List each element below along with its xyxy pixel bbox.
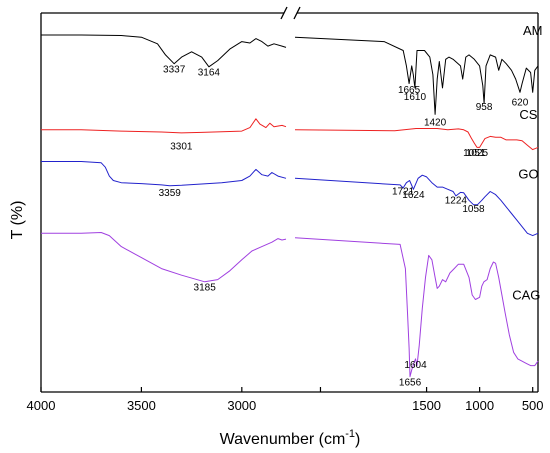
x-tick-label: 1000 xyxy=(465,398,494,413)
series-line-go-right xyxy=(294,174,539,237)
x-tick-label: 4000 xyxy=(27,398,56,413)
series-line-cag-right xyxy=(294,237,539,378)
series-line-cs-left xyxy=(41,118,287,134)
series-line-cs-right xyxy=(294,128,539,151)
y-axis-title: T (%) xyxy=(9,201,26,240)
series-layer xyxy=(41,34,539,378)
peak-label: 1420 xyxy=(424,117,447,128)
x-axis-title-text: Wavenumber (cm xyxy=(220,431,346,448)
x-tick-label: 3500 xyxy=(127,398,156,413)
peak-label: 620 xyxy=(512,98,529,109)
series-line-am-right xyxy=(294,36,539,115)
peak-label: 1610 xyxy=(404,92,427,103)
peak-label: 958 xyxy=(476,102,493,113)
peak-label: 3185 xyxy=(194,283,217,294)
peak-label: 1224 xyxy=(445,195,468,206)
x-tick-label: 3000 xyxy=(227,398,256,413)
peak-label: 3359 xyxy=(159,188,182,199)
peak-label: 3301 xyxy=(170,142,193,153)
series-label-cs: CS xyxy=(519,107,537,122)
series-label-go: GO xyxy=(518,166,538,181)
peak-label: 1025 xyxy=(466,148,489,159)
series-line-go-left xyxy=(41,161,287,187)
axis-break-mark xyxy=(293,6,301,20)
series-line-cag-left xyxy=(41,232,287,283)
series-line-am-left xyxy=(41,34,287,68)
x-tick-label: 1500 xyxy=(412,398,441,413)
peak-label: 3337 xyxy=(163,64,186,75)
series-label-am: AM xyxy=(523,23,543,38)
peak-label: 1721 xyxy=(392,187,415,198)
peak-label: 1051 xyxy=(463,148,486,159)
series-label-cag: CAG xyxy=(512,287,540,302)
x-axis-title: Wavenumber (cm-1) xyxy=(220,428,361,448)
x-axis-title-close: ) xyxy=(355,431,360,448)
axes: 4000 3500 3000 1500 1000 500 xyxy=(27,6,544,413)
peak-label: 1058 xyxy=(462,204,485,215)
peak-label: 1665 xyxy=(398,85,421,96)
peak-label: 3164 xyxy=(198,68,221,79)
x-axis-title-sup: -1 xyxy=(345,428,355,440)
peak-label: 1604 xyxy=(404,360,427,371)
axis-break-mark xyxy=(280,6,288,20)
x-tick-label: 500 xyxy=(522,398,544,413)
peak-label: 1624 xyxy=(402,190,425,201)
peak-label: 1656 xyxy=(399,377,422,388)
